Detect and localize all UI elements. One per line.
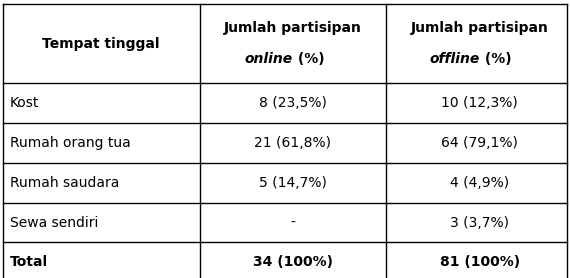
Text: 4 (4,9%): 4 (4,9%) (450, 176, 509, 190)
Text: 10 (12,3%): 10 (12,3%) (441, 96, 518, 110)
Text: (%): (%) (479, 52, 511, 66)
Text: Rumah orang tua: Rumah orang tua (10, 136, 131, 150)
Text: 21 (61,8%): 21 (61,8%) (254, 136, 332, 150)
Text: -: - (291, 215, 295, 230)
Text: Rumah saudara: Rumah saudara (10, 176, 119, 190)
Text: Jumlah partisipan: Jumlah partisipan (411, 21, 548, 36)
Text: Tempat tinggal: Tempat tinggal (42, 37, 160, 51)
Text: 34 (100%): 34 (100%) (253, 255, 333, 269)
Text: 81 (100%): 81 (100%) (439, 255, 520, 269)
Text: Sewa sendiri: Sewa sendiri (10, 215, 98, 230)
Text: offline: offline (429, 52, 479, 66)
Text: 5 (14,7%): 5 (14,7%) (259, 176, 327, 190)
Text: 64 (79,1%): 64 (79,1%) (441, 136, 518, 150)
Text: 3 (3,7%): 3 (3,7%) (450, 215, 509, 230)
Text: (%): (%) (293, 52, 324, 66)
Text: Total: Total (10, 255, 48, 269)
Text: online: online (245, 52, 293, 66)
Text: Jumlah partisipan: Jumlah partisipan (224, 21, 362, 36)
Text: Kost: Kost (10, 96, 39, 110)
Text: 8 (23,5%): 8 (23,5%) (259, 96, 327, 110)
